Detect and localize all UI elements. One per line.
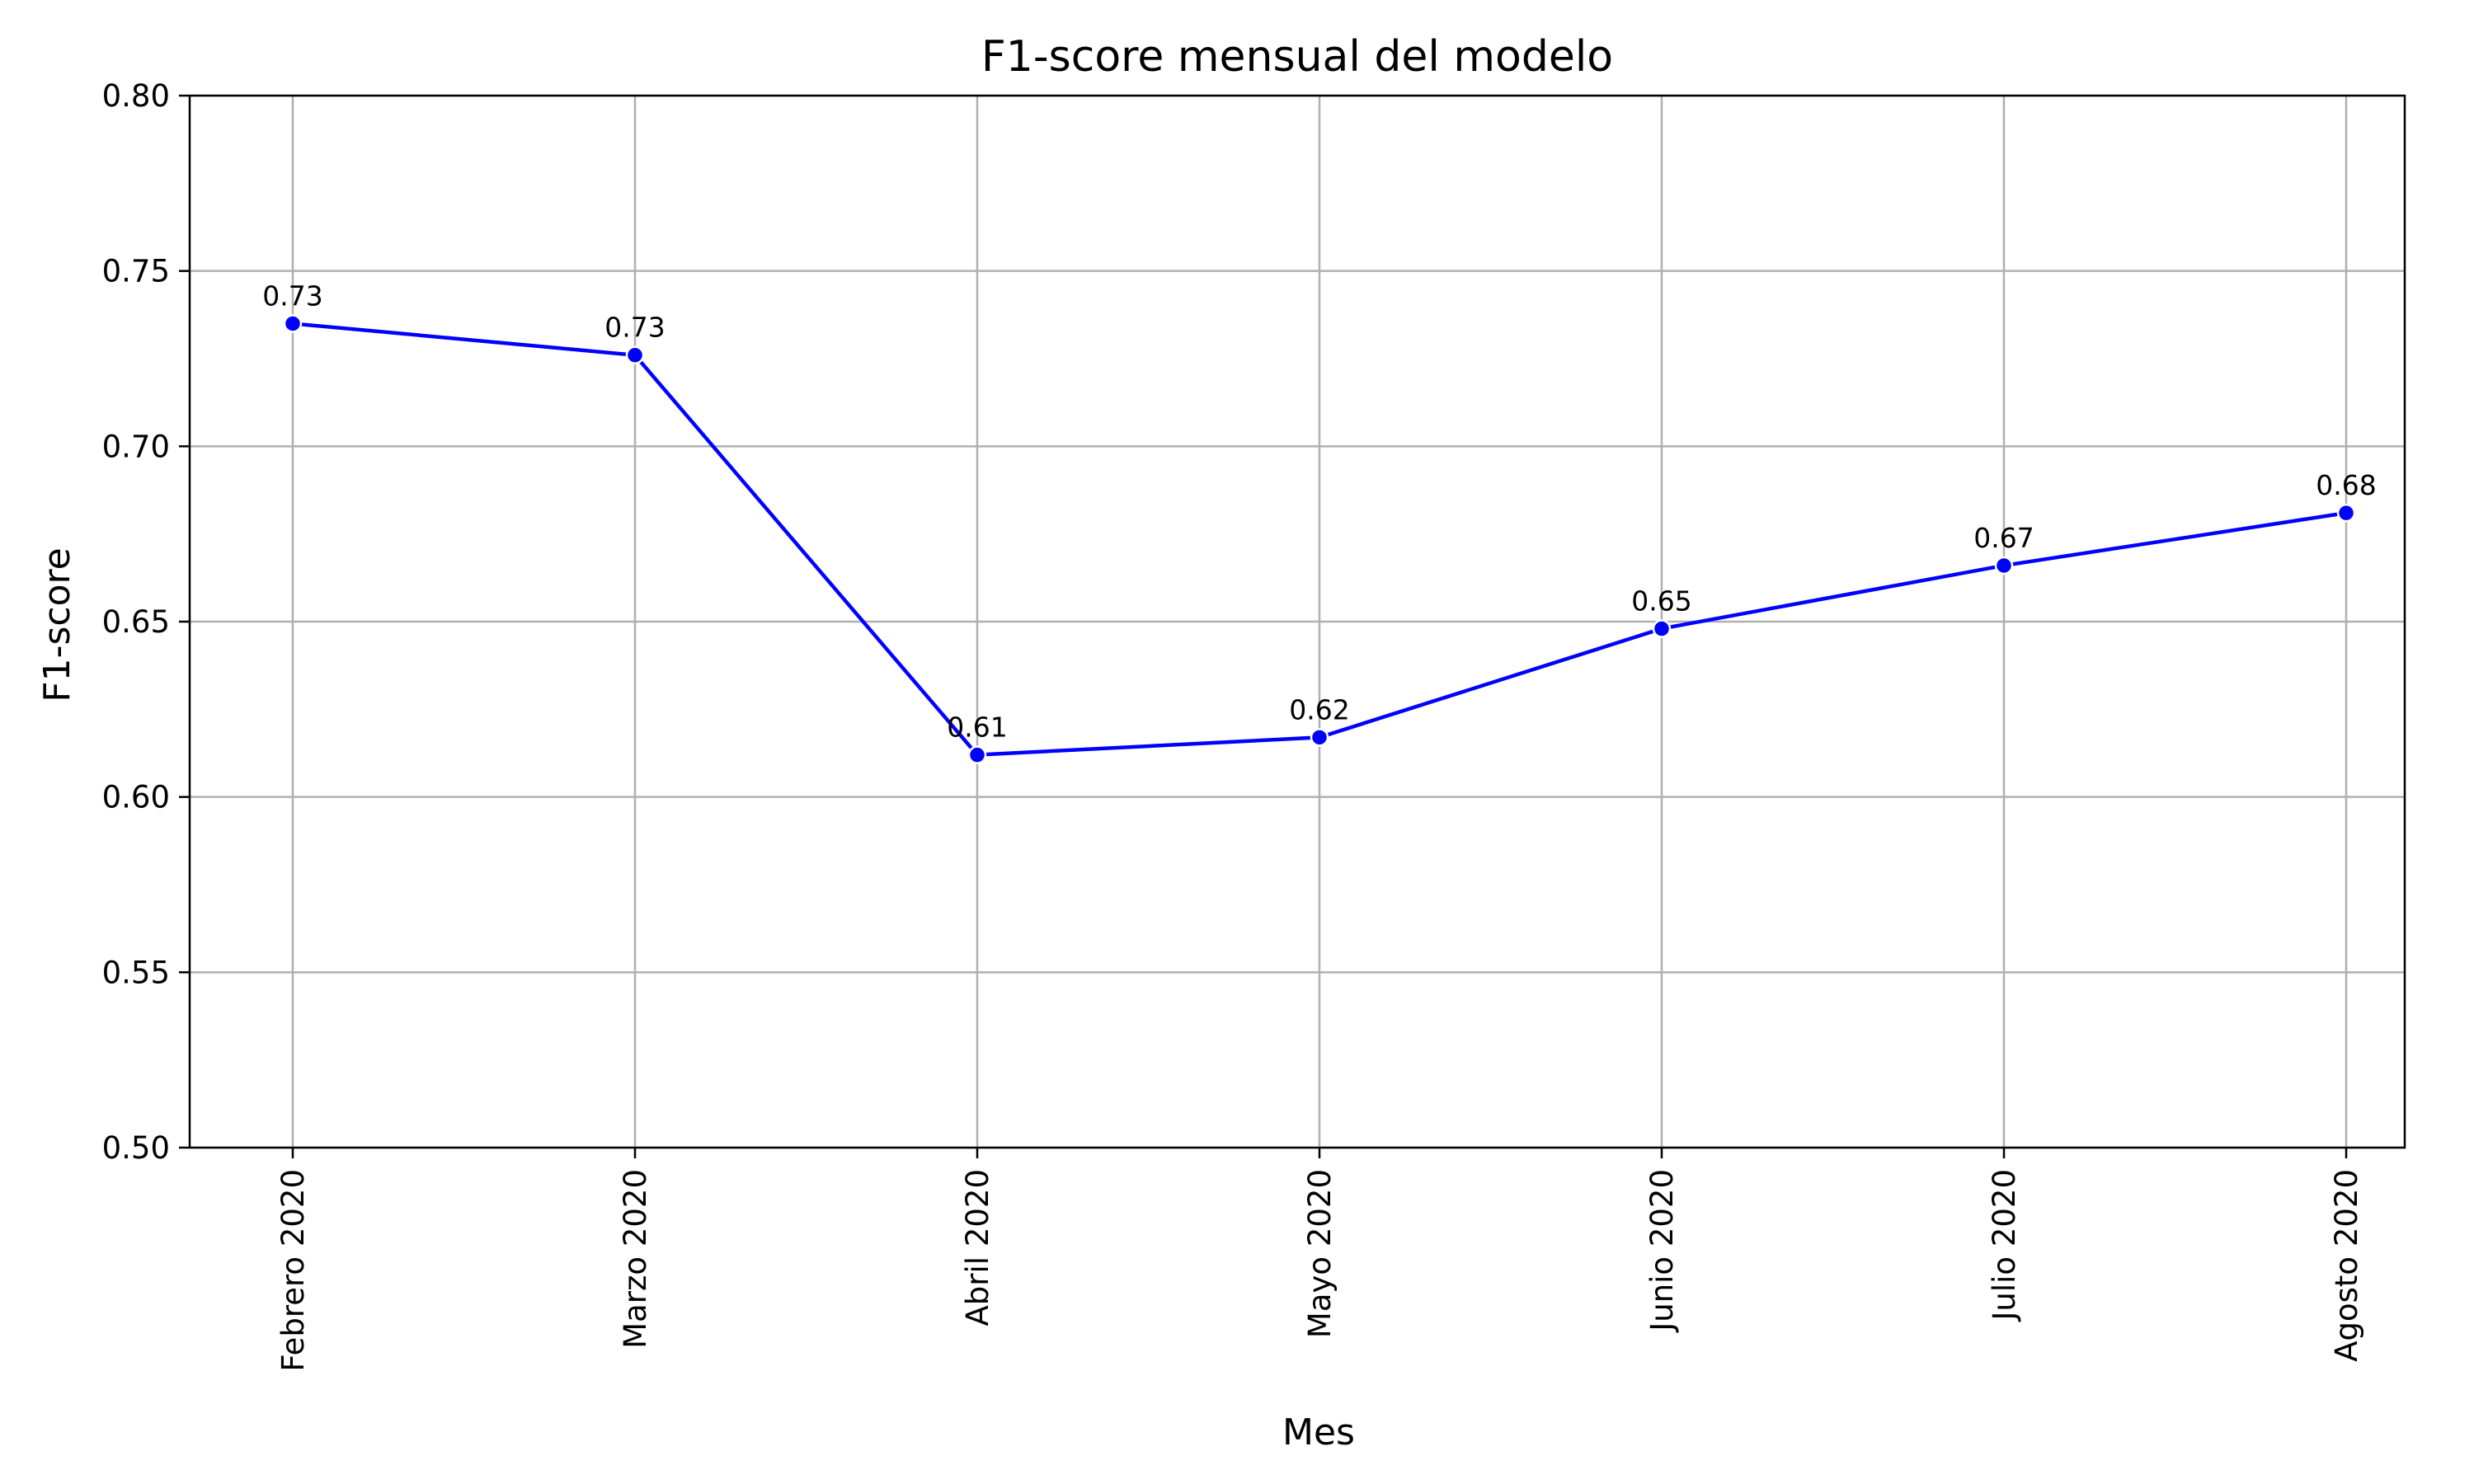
data-point xyxy=(283,314,303,333)
x-tick-label: Mayo 2020 xyxy=(1302,1169,1338,1338)
data-label: 0.61 xyxy=(947,711,1007,744)
x-tick-label: Marzo 2020 xyxy=(618,1169,653,1349)
grid xyxy=(190,94,2405,1149)
data-point xyxy=(625,345,645,364)
data-labels: 0.73 0.73 0.61 0.62 0.65 0.67 0.68 xyxy=(262,279,2376,743)
x-tick-label: Julio 2020 xyxy=(1987,1169,2022,1322)
y-tick-label: 0.65 xyxy=(102,604,170,640)
data-label: 0.65 xyxy=(1631,585,1691,618)
data-point xyxy=(2336,503,2356,523)
data-point xyxy=(1652,619,1672,638)
data-point xyxy=(1310,728,1329,747)
data-label: 0.62 xyxy=(1289,693,1349,726)
x-tick-label: Junio 2020 xyxy=(1644,1169,1680,1333)
y-tick-label: 0.50 xyxy=(102,1130,170,1166)
y-tick-label: 0.55 xyxy=(102,955,170,990)
series xyxy=(283,314,2356,764)
y-tick-label: 0.80 xyxy=(102,78,170,114)
data-point xyxy=(1994,556,2014,575)
data-label: 0.73 xyxy=(604,312,665,344)
x-axis-label: Mes xyxy=(1282,1411,1355,1453)
x-tick-label: Agosto 2020 xyxy=(2329,1169,2364,1362)
y-axis-label: F1-score xyxy=(36,547,78,702)
data-point xyxy=(967,745,987,764)
chart-title: F1-score mensual del modelo xyxy=(981,32,1613,82)
data-label: 0.68 xyxy=(2316,469,2376,501)
y-tick-label: 0.60 xyxy=(102,780,170,815)
x-tick-label: Febrero 2020 xyxy=(275,1169,311,1372)
axis-ticks: 0.50 0.55 0.60 0.65 0.70 0.75 0.80 Febrero 2020… xyxy=(102,78,2364,1372)
data-label: 0.73 xyxy=(262,279,322,312)
data-label: 0.67 xyxy=(1973,522,2034,554)
y-tick-label: 0.75 xyxy=(102,254,170,289)
x-tick-label: Abril 2020 xyxy=(960,1169,995,1327)
y-tick-label: 0.70 xyxy=(102,429,170,464)
